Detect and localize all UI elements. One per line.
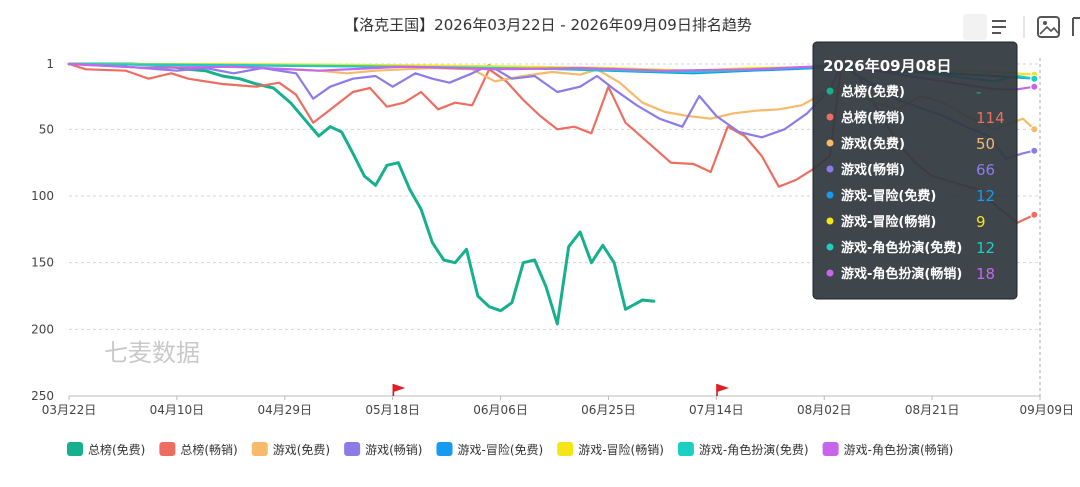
legend-item[interactable]: 游戏(畅销) [344,442,423,457]
legend-item[interactable]: 游戏-角色扮演(免费) [677,442,809,457]
chart-title: 【洛克王国】2026年03月22日 - 2026年09月09日排名趋势 [344,16,752,34]
list-icon[interactable] [992,20,1006,34]
legend-swatch [159,442,176,456]
legend-item[interactable]: 游戏-冒险(畅销) [557,442,664,457]
legend-swatch [251,442,268,456]
y-tick-label: 250 [31,389,54,403]
legend-swatch [822,442,839,456]
tooltip-marker [826,139,834,147]
image-download-icon[interactable] [1037,16,1060,38]
legend-item[interactable]: 总榜(畅销) [159,442,238,457]
legend-item[interactable]: 游戏(免费) [251,442,330,457]
legend-label: 游戏-冒险(畅销) [578,442,664,457]
tooltip-series-label: 游戏(免费) [841,136,905,152]
flag-marker[interactable] [392,384,406,396]
legend-label: 游戏(畅销) [365,443,422,457]
legend-label: 游戏-角色扮演(免费) [699,442,809,457]
data-point [1030,125,1039,134]
tooltip-series-value: 18 [976,265,995,283]
tooltip-marker [826,113,834,121]
x-tick-label: 06月06日 [473,403,528,417]
y-tick-label: 50 [39,122,54,136]
data-point [1030,82,1039,91]
y-tick-label: 200 [31,322,54,336]
tooltip: 2026年09月08日 总榜(免费) - 总榜(畅销) 114 游戏(免费) 50 游戏(畅… [812,41,1018,300]
tooltip-marker [826,217,834,225]
legend-label: 总榜(免费) [88,442,145,457]
tooltip-series-value: 66 [976,161,995,179]
x-tick-label: 08月02日 [797,403,852,417]
series-line [67,62,656,326]
tooltip-series-value: 114 [976,109,1005,127]
tooltip-series-value: 12 [976,187,995,205]
bar-chart-icon[interactable] [963,14,987,40]
tooltip-series-label: 游戏-角色扮演(免费) [841,240,962,256]
tooltip-marker [826,191,834,199]
x-tick-label: 09月09日 [1019,403,1074,417]
x-tick-label: 07月14日 [689,403,744,417]
legend-swatch [67,442,83,456]
y-tick-label: 100 [31,189,54,203]
x-tick-label: 04月10日 [150,403,205,417]
x-tick-label: 06月25日 [581,403,636,417]
tooltip-marker [826,165,834,173]
x-tick-label: 04月29日 [258,403,313,417]
y-tick-label: 150 [31,256,54,270]
tooltip-series-value: 9 [976,213,986,231]
legend-swatch [557,442,574,456]
legend: 总榜(免费) 总榜(畅销) 游戏(免费) 游戏(畅销) 游戏-冒险(免费) 游戏-冒险(畅… [67,442,953,457]
tooltip-marker [826,269,834,277]
data-point [1030,146,1039,155]
legend-item[interactable]: 游戏-冒险(免费) [436,442,544,457]
watermark: 七麦数据 [104,339,200,367]
legend-label: 游戏-角色扮演(畅销) [844,442,954,457]
tooltip-series-value: 50 [976,135,995,153]
tooltip-series-label: 总榜(畅销) [841,110,905,126]
tooltip-series-label: 游戏-冒险(畅销) [841,214,936,230]
legend-swatch [677,442,694,456]
tooltip-series-label: 游戏(畅销) [841,162,905,178]
tooltip-series-label: 总榜(免费) [841,84,905,100]
tooltip-series-label: 游戏-角色扮演(畅销) [841,266,962,282]
tooltip-marker [826,87,834,95]
legend-item[interactable]: 游戏-角色扮演(畅销) [822,442,954,457]
flag-marker[interactable] [716,384,730,396]
x-tick-label: 08月21日 [905,403,960,417]
legend-item[interactable]: 总榜(免费) [67,442,145,457]
legend-label: 总榜(畅销) [180,442,237,457]
x-tick-label: 03月22日 [42,403,97,417]
tooltip-series-label: 游戏-冒险(免费) [841,188,936,204]
legend-label: 游戏(免费) [273,442,330,457]
tooltip-date: 2026年09月08日 [823,57,952,75]
tooltip-marker [826,243,834,251]
legend-label: 游戏-冒险(免费) [458,442,544,457]
x-tick-label: 05月18日 [365,403,420,417]
legend-swatch [344,442,361,456]
share-icon[interactable] [1072,17,1080,36]
data-point [1030,210,1039,219]
tooltip-series-value: 12 [976,239,995,257]
tooltip-box [812,41,1018,300]
legend-swatch [436,442,453,456]
data-point [1030,74,1039,83]
tooltip-series-value: - [976,83,981,101]
y-tick-label: 1 [46,57,54,71]
